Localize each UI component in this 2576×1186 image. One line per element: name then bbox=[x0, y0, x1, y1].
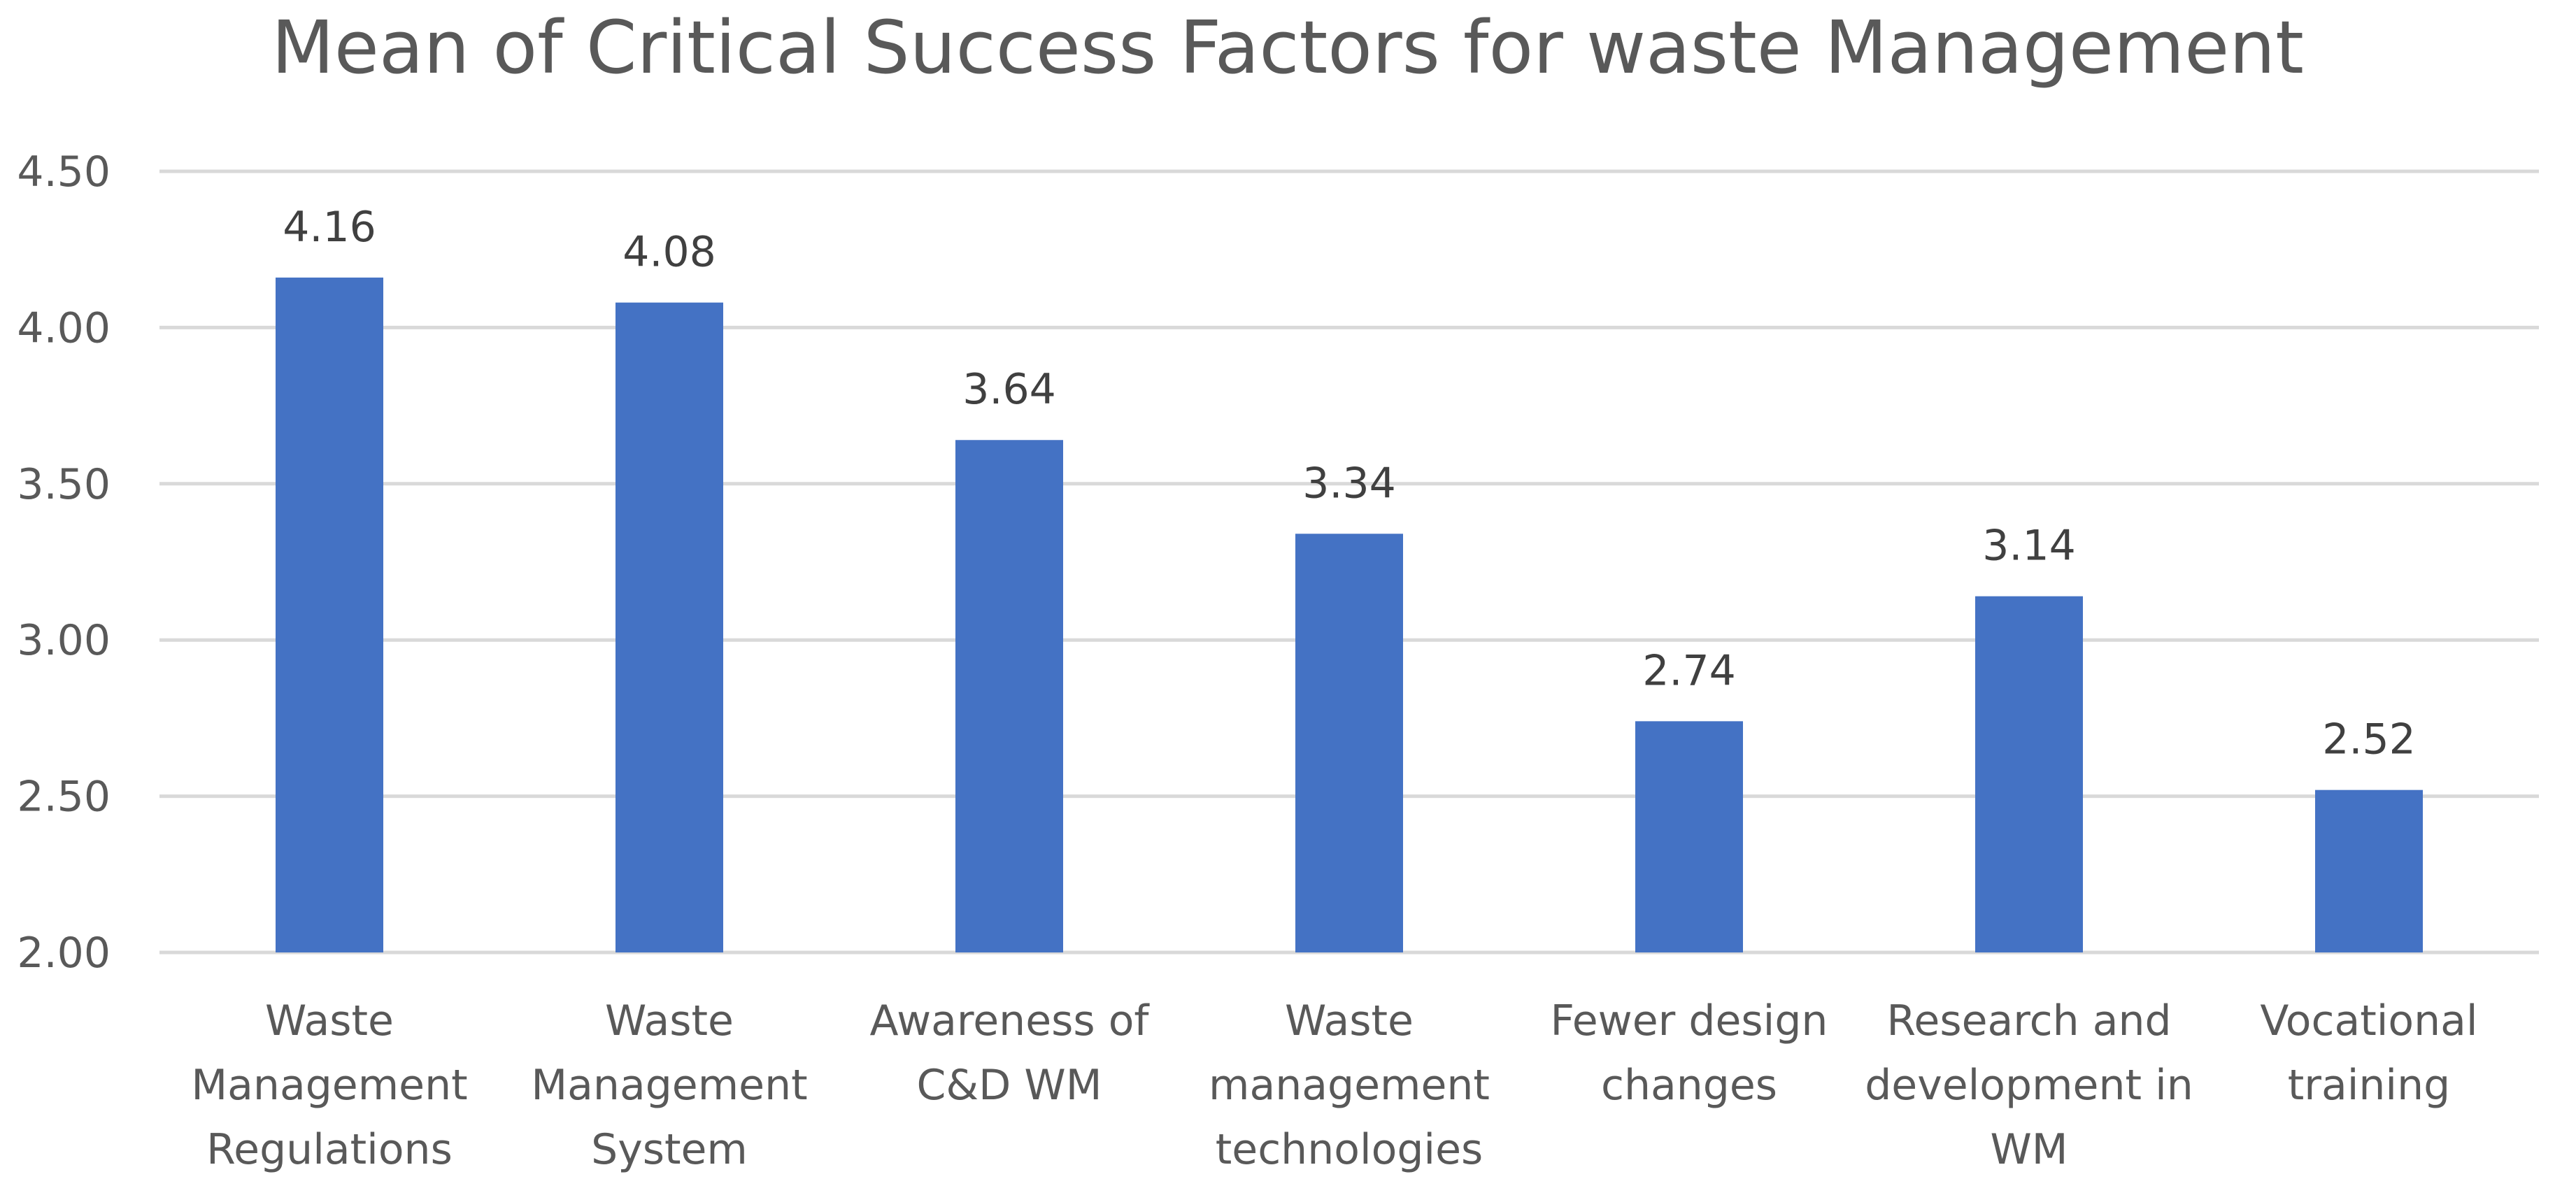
bar bbox=[1635, 721, 1743, 952]
data-label: 2.52 bbox=[2322, 715, 2416, 764]
x-category-label: Research and development in WM bbox=[1865, 996, 2193, 1174]
x-category-label: Awareness of C&D WM bbox=[869, 996, 1150, 1110]
x-category-label: Waste Management System bbox=[531, 996, 807, 1174]
data-label: 2.74 bbox=[1642, 646, 1736, 695]
y-tick-label: 3.50 bbox=[17, 460, 111, 509]
bar bbox=[615, 302, 723, 952]
data-label: 4.16 bbox=[283, 203, 376, 252]
x-category-label-line: System bbox=[591, 1125, 748, 1174]
x-category-label-line: Vocational bbox=[2260, 996, 2477, 1045]
x-category-label-line: Awareness of bbox=[869, 996, 1150, 1045]
y-tick-label: 4.50 bbox=[17, 148, 111, 197]
bar bbox=[1975, 596, 2083, 952]
x-category-label-line: Waste bbox=[1285, 996, 1414, 1045]
x-category-label-line: training bbox=[2288, 1061, 2450, 1110]
bar bbox=[955, 440, 1063, 952]
y-axis-ticks: 2.00 2.50 3.00 3.50 4.00 4.50 bbox=[17, 148, 111, 978]
x-category-label-line: Regulations bbox=[206, 1125, 453, 1174]
x-category-label-line: development in bbox=[1865, 1061, 2193, 1110]
x-category-label-line: WM bbox=[1990, 1125, 2068, 1174]
data-labels: 4.16 4.08 3.64 3.34 2.74 3.14 2.52 bbox=[283, 203, 2416, 764]
x-category-label-line: Fewer design bbox=[1551, 996, 1828, 1045]
y-tick-label: 2.50 bbox=[17, 773, 111, 822]
x-category-label: Vocational training bbox=[2260, 996, 2477, 1110]
data-label: 3.34 bbox=[1302, 459, 1396, 508]
y-tick-label: 4.00 bbox=[17, 303, 111, 352]
bar bbox=[2315, 790, 2423, 952]
x-category-label-line: Research and bbox=[1886, 996, 2171, 1045]
y-tick-label: 3.00 bbox=[17, 616, 111, 665]
data-label: 3.14 bbox=[1982, 522, 2076, 571]
x-category-label-line: Management bbox=[531, 1061, 807, 1110]
x-category-label: Waste Management Regulations bbox=[191, 996, 467, 1174]
x-axis-categories: Waste Management Regulations Waste Managemen… bbox=[191, 996, 2477, 1174]
y-tick-label: 2.00 bbox=[17, 929, 111, 978]
chart-title: Mean of Critical Success Factors for was… bbox=[271, 5, 2304, 90]
x-category-label-line: C&D WM bbox=[916, 1061, 1102, 1110]
x-category-label-line: Waste bbox=[265, 996, 394, 1045]
x-category-label-line: Management bbox=[191, 1061, 467, 1110]
x-category-label-line: changes bbox=[1601, 1061, 1777, 1110]
x-category-label: Waste management technologies bbox=[1209, 996, 1490, 1174]
bar bbox=[276, 277, 383, 952]
x-category-label-line: Waste bbox=[605, 996, 734, 1045]
x-category-label-line: technologies bbox=[1216, 1125, 1483, 1174]
x-category-label-line: management bbox=[1209, 1061, 1490, 1110]
bar bbox=[1295, 534, 1403, 952]
data-label: 4.08 bbox=[622, 228, 716, 277]
bars bbox=[276, 277, 2423, 952]
x-category-label: Fewer design changes bbox=[1551, 996, 1828, 1110]
data-label: 3.64 bbox=[962, 365, 1056, 414]
